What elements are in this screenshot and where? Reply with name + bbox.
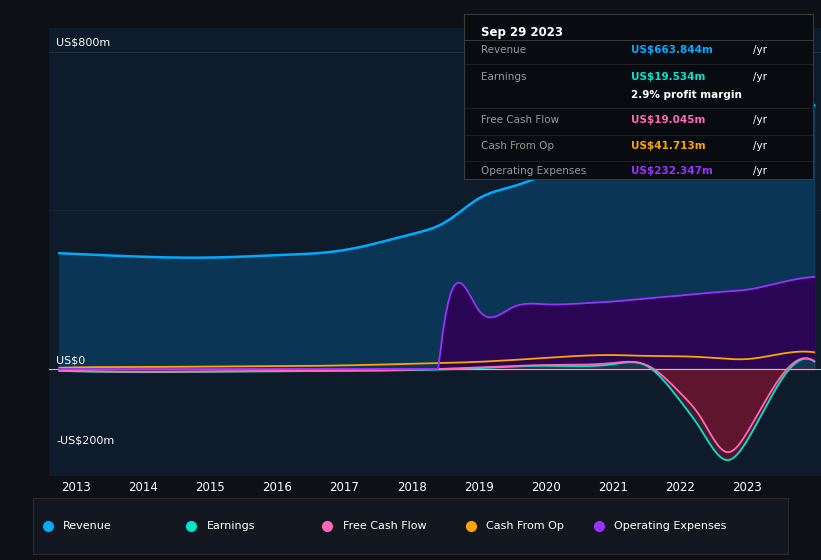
Text: Operating Expenses: Operating Expenses	[614, 521, 727, 531]
Text: /yr: /yr	[754, 141, 768, 151]
Text: US$19.045m: US$19.045m	[631, 115, 706, 125]
Text: Earnings: Earnings	[207, 521, 255, 531]
Text: /yr: /yr	[754, 45, 768, 55]
Text: Free Cash Flow: Free Cash Flow	[342, 521, 426, 531]
Text: US$0: US$0	[56, 356, 85, 366]
Text: Cash From Op: Cash From Op	[486, 521, 564, 531]
Text: /yr: /yr	[754, 166, 768, 176]
Text: /yr: /yr	[754, 72, 768, 82]
Text: US$41.713m: US$41.713m	[631, 141, 706, 151]
Text: Cash From Op: Cash From Op	[481, 141, 554, 151]
Text: Revenue: Revenue	[481, 45, 526, 55]
Text: -US$200m: -US$200m	[56, 435, 114, 445]
Text: US$663.844m: US$663.844m	[631, 45, 713, 55]
Text: US$800m: US$800m	[56, 38, 110, 48]
Text: US$232.347m: US$232.347m	[631, 166, 713, 176]
Text: Revenue: Revenue	[63, 521, 112, 531]
Text: Sep 29 2023: Sep 29 2023	[481, 26, 563, 39]
Text: Operating Expenses: Operating Expenses	[481, 166, 586, 176]
Text: 2.9% profit margin: 2.9% profit margin	[631, 90, 742, 100]
Text: Free Cash Flow: Free Cash Flow	[481, 115, 559, 125]
Text: US$19.534m: US$19.534m	[631, 72, 706, 82]
Text: Earnings: Earnings	[481, 72, 527, 82]
Text: /yr: /yr	[754, 115, 768, 125]
